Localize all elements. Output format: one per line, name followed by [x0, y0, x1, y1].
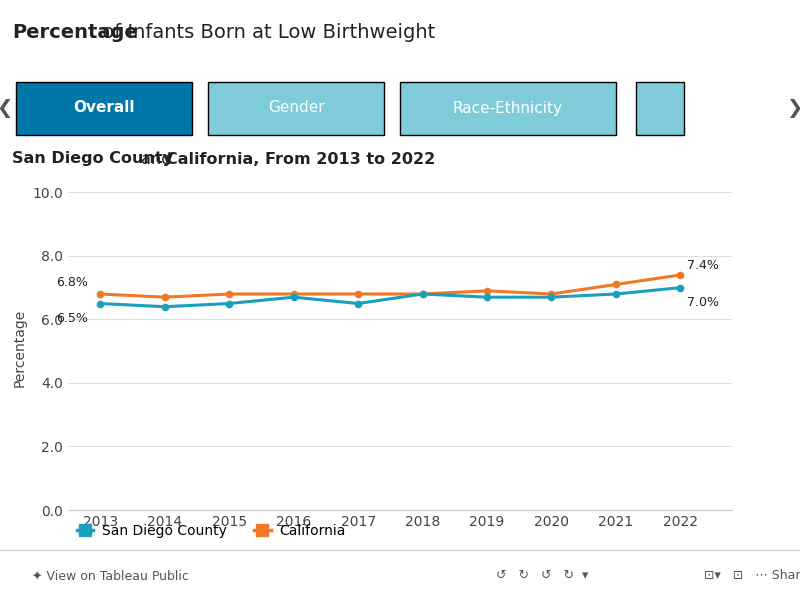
- Text: Race-Ethnicity: Race-Ethnicity: [453, 100, 563, 115]
- FancyBboxPatch shape: [16, 82, 192, 135]
- FancyBboxPatch shape: [400, 82, 616, 135]
- Text: ❯: ❯: [786, 98, 800, 118]
- Text: and: and: [136, 151, 177, 166]
- San Diego County: [160, 303, 170, 310]
- California: [418, 290, 427, 298]
- California: [482, 287, 492, 295]
- Text: ⊡▾   ⊡   ⋯ Share: ⊡▾ ⊡ ⋯ Share: [704, 569, 800, 582]
- FancyBboxPatch shape: [636, 82, 684, 135]
- Text: 6.5%: 6.5%: [56, 311, 88, 325]
- San Diego County: [289, 293, 298, 301]
- California: [354, 290, 363, 298]
- California: [289, 290, 298, 298]
- California: [611, 281, 621, 288]
- Text: 6.8%: 6.8%: [56, 275, 88, 289]
- Y-axis label: Percentage: Percentage: [13, 309, 27, 387]
- Text: Overall: Overall: [74, 100, 134, 115]
- California: [160, 293, 170, 301]
- Text: 7.0%: 7.0%: [687, 296, 719, 309]
- Text: San Diego County: San Diego County: [12, 151, 173, 166]
- Text: of Infants Born at Low Birthweight: of Infants Born at Low Birthweight: [96, 23, 435, 42]
- FancyBboxPatch shape: [208, 82, 384, 135]
- California: [676, 271, 686, 278]
- Text: ✦ View on Tableau Public: ✦ View on Tableau Public: [32, 569, 189, 582]
- San Diego County: [95, 300, 105, 307]
- Text: ↺   ↻   ↺   ↻  ▾: ↺ ↻ ↺ ↻ ▾: [496, 569, 588, 582]
- Text: 7.4%: 7.4%: [687, 259, 719, 272]
- San Diego County: [676, 284, 686, 291]
- San Diego County: [611, 290, 621, 298]
- California: [95, 290, 105, 298]
- San Diego County: [354, 300, 363, 307]
- San Diego County: [546, 293, 556, 301]
- Legend: San Diego County, California: San Diego County, California: [71, 518, 351, 544]
- Text: ❮: ❮: [0, 98, 12, 118]
- San Diego County: [224, 300, 234, 307]
- San Diego County: [482, 293, 492, 301]
- Text: Percentage: Percentage: [12, 23, 138, 42]
- California: [546, 290, 556, 298]
- Line: San Diego County: San Diego County: [97, 284, 683, 310]
- Text: California, From 2013 to 2022: California, From 2013 to 2022: [166, 151, 436, 166]
- San Diego County: [418, 290, 427, 298]
- Text: Gender: Gender: [268, 100, 324, 115]
- California: [224, 290, 234, 298]
- Line: California: California: [97, 272, 683, 301]
